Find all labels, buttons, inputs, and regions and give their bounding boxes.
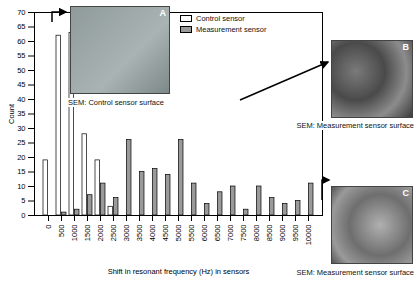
svg-text:25: 25 (17, 138, 25, 147)
html-text:B: B (402, 42, 409, 52)
svg-text:9500: 9500 (291, 225, 300, 242)
svg-text:Shift in resonant frequency (H: Shift in resonant frequency (Hz) in sens… (108, 267, 250, 276)
svg-text:0: 0 (21, 211, 25, 220)
svg-text:0: 0 (44, 225, 53, 229)
svg-text:2000: 2000 (96, 225, 105, 242)
svg-text:3500: 3500 (135, 225, 144, 242)
html-text:SEM: Control sensor surface: SEM: Control sensor surface (68, 98, 164, 107)
html-text:SEM: Measurement sensor surfac: SEM: Measurement sensor surface (296, 121, 414, 130)
html-text:A: A (159, 8, 166, 18)
svg-text:4000: 4000 (148, 225, 157, 242)
svg-text:2500: 2500 (109, 225, 118, 242)
svg-text:Count: Count (7, 103, 16, 124)
svg-text:55: 55 (17, 51, 25, 60)
html-text:SEM: Measurement sensor surfac: SEM: Measurement sensor surface (296, 268, 414, 277)
svg-text:7500: 7500 (239, 225, 248, 242)
svg-text:35: 35 (17, 109, 25, 118)
svg-text:5000: 5000 (174, 225, 183, 242)
svg-text:7000: 7000 (226, 225, 235, 242)
svg-text:15: 15 (17, 167, 25, 176)
svg-text:10: 10 (17, 182, 25, 191)
svg-text:5500: 5500 (187, 225, 196, 242)
svg-text:1500: 1500 (83, 225, 92, 242)
svg-text:4500: 4500 (161, 225, 170, 242)
svg-text:20: 20 (17, 153, 25, 162)
html-text:Control sensor: Control sensor (196, 14, 245, 23)
svg-text:500: 500 (57, 225, 66, 238)
svg-text:9000: 9000 (278, 225, 287, 242)
svg-text:30: 30 (17, 124, 25, 133)
svg-text:45: 45 (17, 80, 25, 89)
html-text:C: C (402, 188, 409, 198)
svg-text:6000: 6000 (200, 225, 209, 242)
svg-text:1000: 1000 (70, 225, 79, 242)
svg-text:65: 65 (17, 22, 25, 31)
svg-text:8000: 8000 (252, 225, 261, 242)
svg-text:50: 50 (17, 66, 25, 75)
svg-text:60: 60 (17, 37, 25, 46)
svg-text:10000: 10000 (304, 225, 313, 246)
svg-text:70: 70 (17, 8, 25, 17)
svg-text:3000: 3000 (122, 225, 131, 242)
svg-text:40: 40 (17, 95, 25, 104)
html-text:Measurement sensor: Measurement sensor (196, 25, 267, 34)
svg-text:8500: 8500 (265, 225, 274, 242)
svg-text:5: 5 (21, 196, 25, 205)
svg-text:6500: 6500 (213, 225, 222, 242)
